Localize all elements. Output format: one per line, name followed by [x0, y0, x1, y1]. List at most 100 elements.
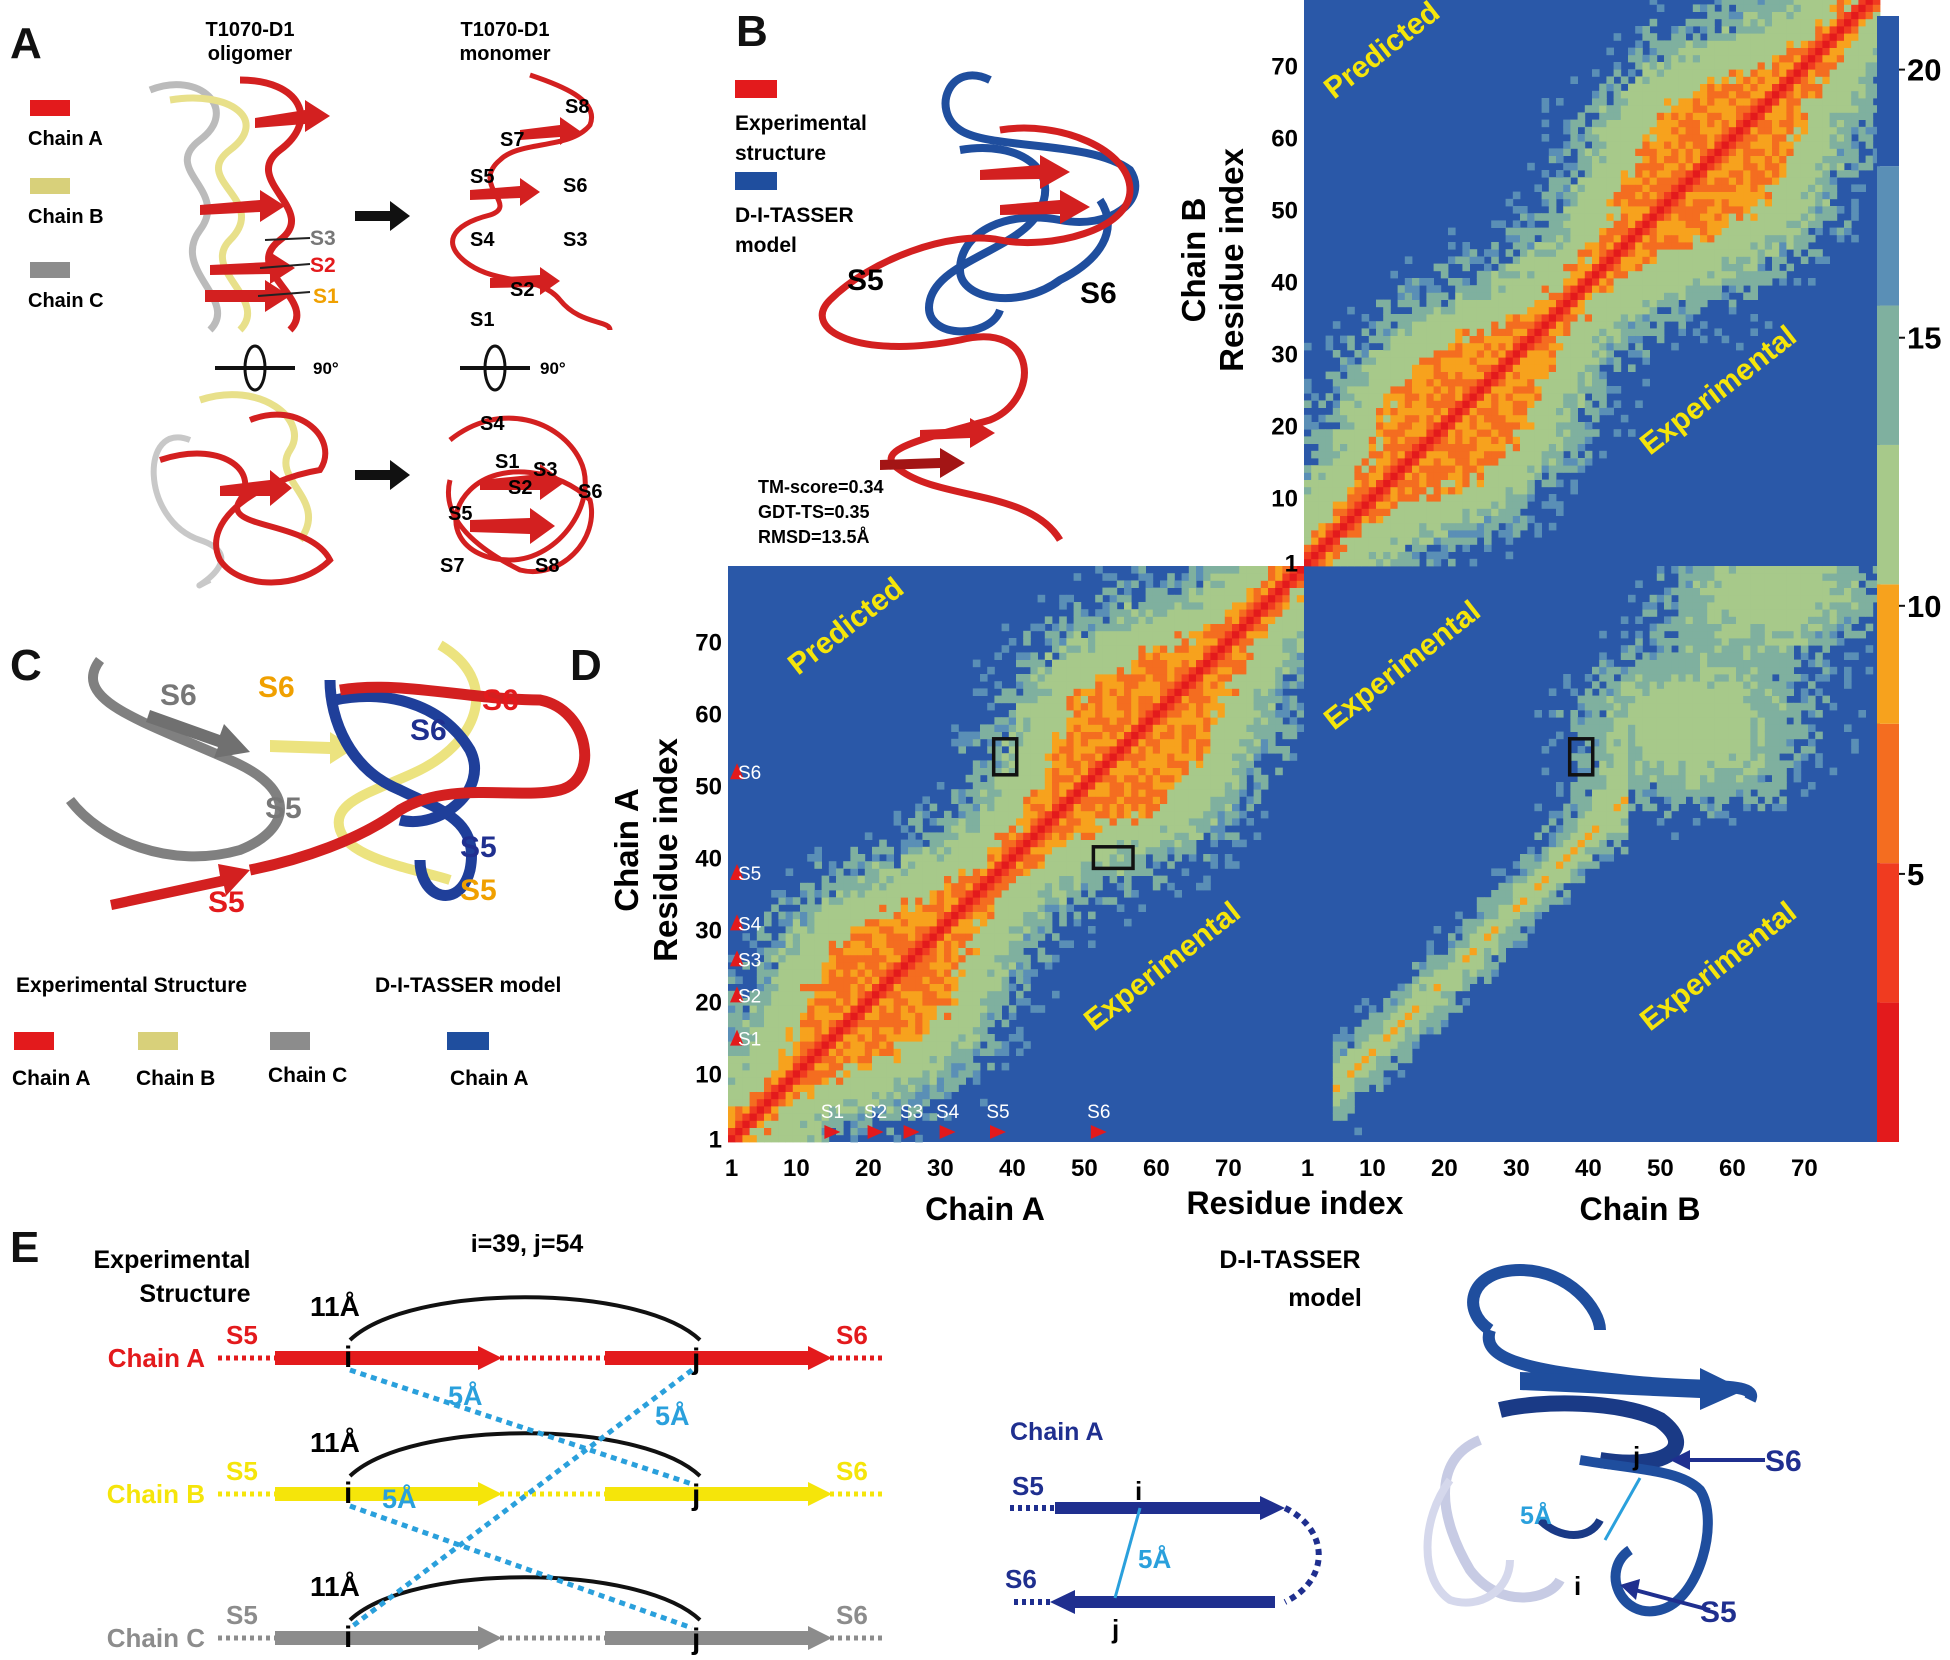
heatmap-cell — [1008, 724, 1017, 732]
heatmap-cell — [1052, 890, 1060, 898]
heatmap-cell — [843, 990, 851, 999]
heatmap-cell — [1692, 594, 1701, 603]
heatmap-cell — [1124, 717, 1132, 725]
heatmap-cell — [915, 976, 923, 984]
heatmap-cell — [1332, 436, 1341, 444]
heatmap-cell — [972, 1048, 981, 1056]
heatmap-cell — [735, 1098, 743, 1107]
heatmap-cell — [1260, 594, 1269, 603]
heatmap-cell — [1700, 623, 1708, 632]
heatmap-cell — [900, 940, 909, 948]
heatmap-cell — [994, 803, 1002, 812]
heatmap-cell — [1779, 796, 1787, 804]
heatmap-cell — [1808, 724, 1816, 732]
heatmap-cell — [828, 868, 837, 876]
heatmap-cell — [1181, 738, 1190, 747]
heatmap-cell — [1160, 623, 1168, 632]
heatmap-cell — [1052, 846, 1060, 855]
heatmap-cell — [1851, 616, 1859, 624]
heatmap-cell — [1095, 868, 1103, 876]
heatmap-cell — [1102, 846, 1110, 855]
heatmap-cell — [929, 947, 938, 956]
heatmap-cell — [850, 940, 858, 948]
heatmap-cell — [1311, 494, 1319, 502]
heatmap-cell — [1548, 875, 1557, 884]
heatmap-cell — [879, 1034, 887, 1042]
heatmap-cell — [1505, 933, 1514, 941]
heatmap-cell — [756, 976, 765, 984]
heatmap-cell — [1124, 746, 1132, 754]
heatmap-cell — [1246, 695, 1254, 704]
heatmap-cell — [872, 911, 880, 920]
heatmap-cell — [1592, 774, 1600, 783]
heatmap-cell — [1304, 479, 1312, 488]
heatmap-cell — [1325, 530, 1334, 538]
heatmap-cell — [1008, 846, 1017, 855]
heatmap-cell — [1152, 753, 1161, 761]
heatmap-cell — [1174, 760, 1182, 768]
heatmap-cell — [864, 890, 873, 898]
heatmap-cell — [864, 1098, 873, 1107]
heatmap-cell — [1102, 681, 1110, 689]
heatmap-cell — [1167, 681, 1175, 689]
heatmap-cell — [1246, 587, 1254, 596]
heatmap-cell — [1239, 609, 1247, 617]
heatmap-cell — [1642, 609, 1650, 617]
heatmap-cell — [1224, 724, 1233, 732]
heatmap-cell — [1289, 695, 1298, 704]
heatmap-cell — [836, 1091, 844, 1100]
heatmap-cell — [1548, 861, 1557, 869]
heatmap-cell — [1599, 666, 1607, 675]
heatmap-cell — [1527, 890, 1535, 898]
heatmap-cell — [965, 1070, 974, 1078]
heatmap-cell — [1707, 659, 1715, 668]
heatmap-cell — [1664, 652, 1672, 660]
heatmap-cell — [1037, 825, 1046, 833]
heatmap-cell — [893, 990, 902, 999]
heatmap-cell — [785, 940, 794, 948]
heatmap-cell — [1779, 681, 1787, 689]
heatmap-cell — [1484, 904, 1492, 912]
panel-c-legend-c: Chain C — [268, 1064, 347, 1087]
heatmap-cell — [1584, 731, 1593, 740]
panel-c-s5-grey: S5 — [265, 792, 302, 825]
heatmap-cell — [1318, 472, 1326, 480]
heatmap-cell — [1779, 645, 1787, 653]
heatmap-cell — [1664, 674, 1672, 682]
heatmap-cell — [1736, 774, 1744, 783]
heatmap-cell — [1361, 450, 1370, 459]
heatmap-cell — [864, 1019, 873, 1028]
heatmap-cell — [1707, 666, 1715, 675]
heatmap-cell — [742, 1134, 750, 1143]
heatmap-cell — [1246, 652, 1254, 660]
heatmap-cell — [1095, 652, 1103, 660]
heatmap-cell — [1743, 782, 1751, 790]
heatmap-cell — [900, 1055, 909, 1064]
oligomer-title-2: oligomer — [208, 43, 293, 65]
heatmap-cell — [1073, 839, 1082, 848]
heatmap-cell — [843, 875, 851, 884]
heatmap-cell — [1340, 393, 1348, 401]
heatmap-cell — [1145, 818, 1154, 826]
heatmap-cell — [749, 1091, 758, 1100]
heatmap-cell — [1577, 854, 1586, 862]
heatmap-cell — [1088, 839, 1096, 848]
heatmap-cell — [1692, 645, 1701, 653]
heatmap-cell — [857, 933, 866, 941]
heatmap-cell — [1743, 666, 1751, 675]
heatmap-cell — [1556, 875, 1564, 884]
heatmap-cell — [836, 990, 844, 999]
heatmap-cell — [807, 1070, 815, 1078]
heatmap-cell — [972, 688, 981, 696]
heatmap-cell — [785, 1019, 794, 1028]
heatmap-cell — [1246, 602, 1254, 610]
heatmap-cell — [1800, 573, 1809, 581]
panel-c-s5-orange: S5 — [460, 874, 497, 907]
heatmap-cell — [893, 947, 902, 956]
heatmap-cell — [1404, 998, 1413, 1006]
heatmap-cell — [1304, 465, 1312, 473]
heatmap-cell — [1505, 926, 1514, 934]
heatmap-cell — [908, 933, 916, 941]
heatmap-cell — [814, 854, 822, 862]
